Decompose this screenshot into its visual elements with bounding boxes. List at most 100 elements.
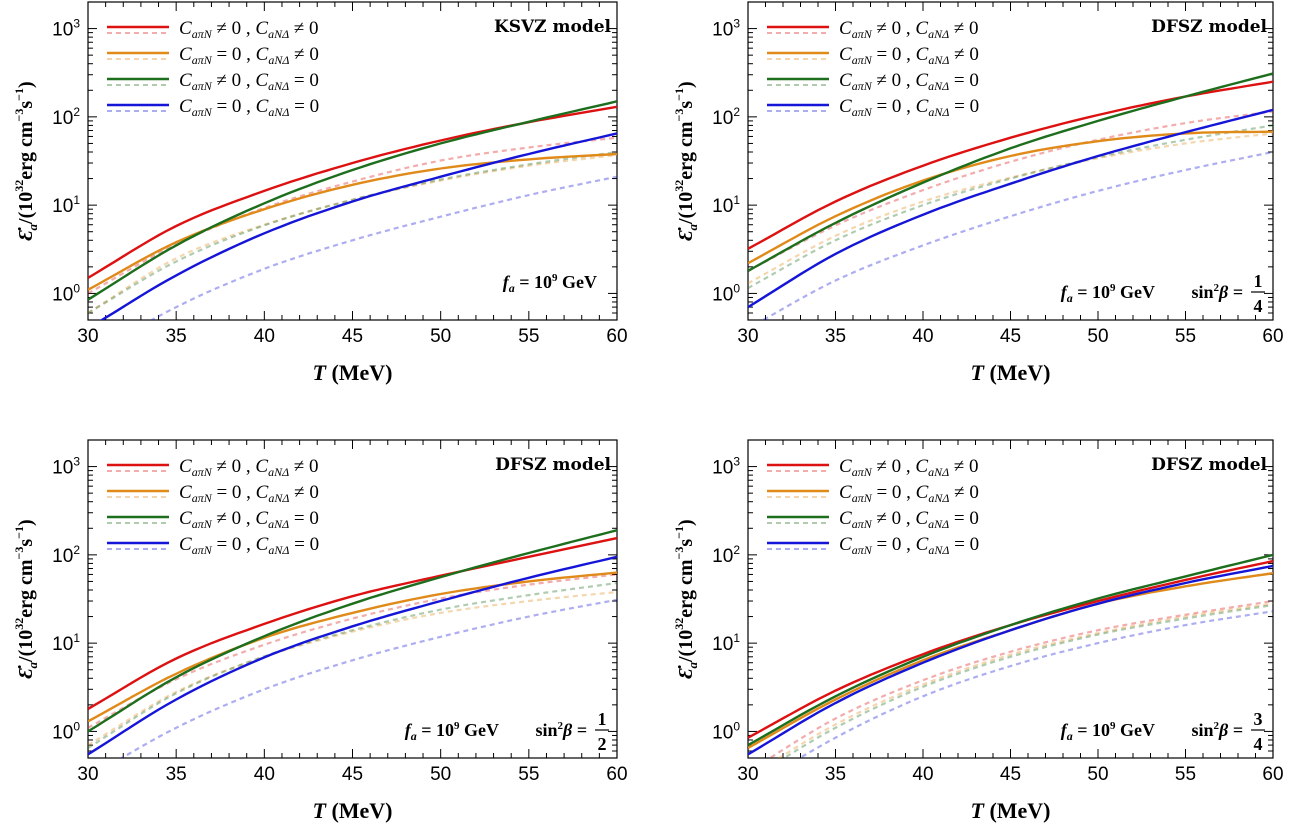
- parameter-annotation: 1 2 sin2β = fa = 109 GeV: [405, 709, 609, 754]
- series-dashed-green: [88, 581, 617, 749]
- x-tick-label: 55: [518, 764, 539, 785]
- x-axis-label: T (MeV): [970, 360, 1050, 385]
- series-dashed-orange: [748, 132, 1273, 285]
- fa-label: fa = 109 GeV: [1061, 720, 1155, 743]
- legend-label: CaπN ≠ 0 , CaNΔ ≠ 0: [179, 18, 319, 41]
- chart-title: KSVZ model: [494, 17, 612, 37]
- legend-label: CaπN ≠ 0 , CaNΔ = 0: [839, 508, 979, 531]
- legend-label: CaπN = 0 , CaNΔ ≠ 0: [839, 482, 979, 505]
- series-line-green: [88, 529, 617, 733]
- series-line-blue: [748, 108, 1273, 309]
- chart-title: DFSZ model: [1151, 455, 1267, 475]
- fa-label: fa = 109 GeV: [503, 272, 597, 295]
- chart-title: DFSZ model: [1151, 17, 1267, 37]
- series-dashed-blue: [797, 610, 1273, 758]
- series-dashed-red: [748, 110, 1273, 272]
- x-tick-label: 60: [1262, 326, 1283, 347]
- series-line-red: [748, 559, 1273, 739]
- parameter-annotation: fa = 109 GeV: [503, 272, 597, 295]
- y-axis-label: Ɛ̇a/(1032erg cm−3s−1): [672, 81, 700, 240]
- x-tick-label: 30: [77, 326, 98, 347]
- legend: CaπN ≠ 0 , CaNΔ ≠ 0 CaπN = 0 , CaNΔ ≠ 0 Ca…: [767, 18, 979, 119]
- parameter-annotation: 1 4 sin2β = fa = 109 GeV: [1061, 271, 1265, 316]
- x-tick-label: 30: [77, 764, 98, 785]
- series-line-orange: [88, 152, 617, 291]
- x-tick-label: 40: [912, 764, 933, 785]
- curves: [748, 72, 1273, 320]
- x-axis-label: T (MeV): [970, 798, 1050, 823]
- legend-label: CaπN ≠ 0 , CaNΔ = 0: [839, 70, 979, 93]
- series-dashed-red: [767, 599, 1273, 758]
- legend-label: CaπN = 0 , CaNΔ ≠ 0: [839, 44, 979, 67]
- series-line-blue: [748, 564, 1273, 756]
- y-tick-label: 101: [52, 193, 80, 217]
- curves: [748, 553, 1273, 758]
- chart-panel-1: 30 35 40 45 50 55 60 100 101 102 103 CaπN ≠ 0 , CaN…: [12, 1, 628, 385]
- y-tick-label: 103: [712, 17, 740, 41]
- x-axis-label: T (MeV): [312, 360, 392, 385]
- sin2beta-numerator: 3: [1254, 709, 1263, 729]
- x-tick-label: 45: [342, 764, 363, 785]
- series-dashed-blue: [119, 598, 617, 758]
- y-tick-label: 103: [712, 455, 740, 479]
- legend-label: CaπN ≠ 0 , CaNΔ ≠ 0: [839, 18, 979, 41]
- y-tick-label: 101: [712, 631, 740, 655]
- legend-label: CaπN ≠ 0 , CaNΔ = 0: [179, 508, 319, 531]
- y-tick-label: 100: [52, 281, 80, 305]
- sin2beta-label: sin2β =: [535, 720, 587, 740]
- series-dashed-orange: [88, 153, 617, 314]
- legend-label: CaπN = 0 , CaNΔ = 0: [839, 96, 979, 119]
- x-tick-label: 45: [1000, 326, 1021, 347]
- x-tick-label: 35: [166, 764, 187, 785]
- legend: CaπN ≠ 0 , CaNΔ ≠ 0 CaπN = 0 , CaNΔ ≠ 0 Ca…: [107, 18, 319, 119]
- chart-title: DFSZ model: [495, 455, 611, 475]
- series-dashed-blue: [761, 150, 1273, 320]
- series-line-red: [748, 80, 1273, 250]
- x-tick-label: 40: [254, 764, 275, 785]
- legend-label: CaπN ≠ 0 , CaNΔ ≠ 0: [839, 456, 979, 479]
- x-tick-label: 55: [1175, 764, 1196, 785]
- legend-label: CaπN = 0 , CaNΔ = 0: [839, 534, 979, 557]
- sin2beta-label: sin2β =: [1191, 282, 1243, 302]
- legend-label: CaπN ≠ 0 , CaNΔ = 0: [179, 70, 319, 93]
- y-tick-label: 100: [712, 719, 740, 743]
- x-tick-label: 35: [825, 764, 846, 785]
- y-axis-label: Ɛ̇a/(1032erg cm−3s−1): [12, 81, 40, 240]
- plot-frame: [747, 439, 1274, 759]
- y-tick-label: 102: [52, 105, 80, 129]
- series-dashed-red: [88, 136, 617, 295]
- series-dashed-green: [782, 604, 1273, 758]
- y-tick-label: 103: [52, 17, 80, 41]
- y-tick-label: 100: [712, 281, 740, 305]
- x-axis-label: T (MeV): [312, 798, 392, 823]
- series-line-blue: [99, 132, 617, 320]
- curves: [88, 529, 617, 758]
- chart-panel-4: 30 35 40 45 50 55 60 100 101 102 103 CaπN ≠ 0 , CaN…: [672, 439, 1284, 823]
- legend: CaπN ≠ 0 , CaNΔ ≠ 0 CaπN = 0 , CaNΔ ≠ 0 Ca…: [107, 456, 319, 557]
- legend-label: CaπN = 0 , CaNΔ ≠ 0: [179, 482, 319, 505]
- series-dashed-red: [88, 573, 617, 729]
- y-tick-label: 102: [712, 105, 740, 129]
- y-axis-label: Ɛ̇a/(1032erg cm−3s−1): [12, 519, 40, 678]
- legend-label: CaπN = 0 , CaNΔ ≠ 0: [179, 44, 319, 67]
- sin2beta-numerator: 1: [1254, 271, 1263, 291]
- legend-label: CaπN = 0 , CaNΔ = 0: [179, 534, 319, 557]
- sin2beta-denominator: 4: [1254, 296, 1263, 316]
- y-tick-label: 102: [712, 543, 740, 567]
- x-tick-label: 35: [166, 326, 187, 347]
- y-axis-label: Ɛ̇a/(1032erg cm−3s−1): [672, 519, 700, 678]
- curves: [88, 100, 617, 320]
- x-tick-label: 35: [825, 326, 846, 347]
- chart-panel-3: 30 35 40 45 50 55 60 100 101 102 103 CaπN ≠ 0 , CaN…: [12, 439, 628, 823]
- x-tick-label: 55: [518, 326, 539, 347]
- x-tick-label: 45: [1000, 764, 1021, 785]
- series-line-green: [748, 553, 1273, 747]
- x-tick-label: 40: [912, 326, 933, 347]
- series-dashed-green: [748, 124, 1273, 290]
- series-line-blue: [88, 555, 617, 756]
- legend: CaπN ≠ 0 , CaNΔ ≠ 0 CaπN = 0 , CaNΔ ≠ 0 Ca…: [767, 456, 979, 557]
- x-tick-label: 30: [737, 764, 758, 785]
- y-tick-label: 101: [712, 193, 740, 217]
- plot-frame: [747, 1, 1274, 321]
